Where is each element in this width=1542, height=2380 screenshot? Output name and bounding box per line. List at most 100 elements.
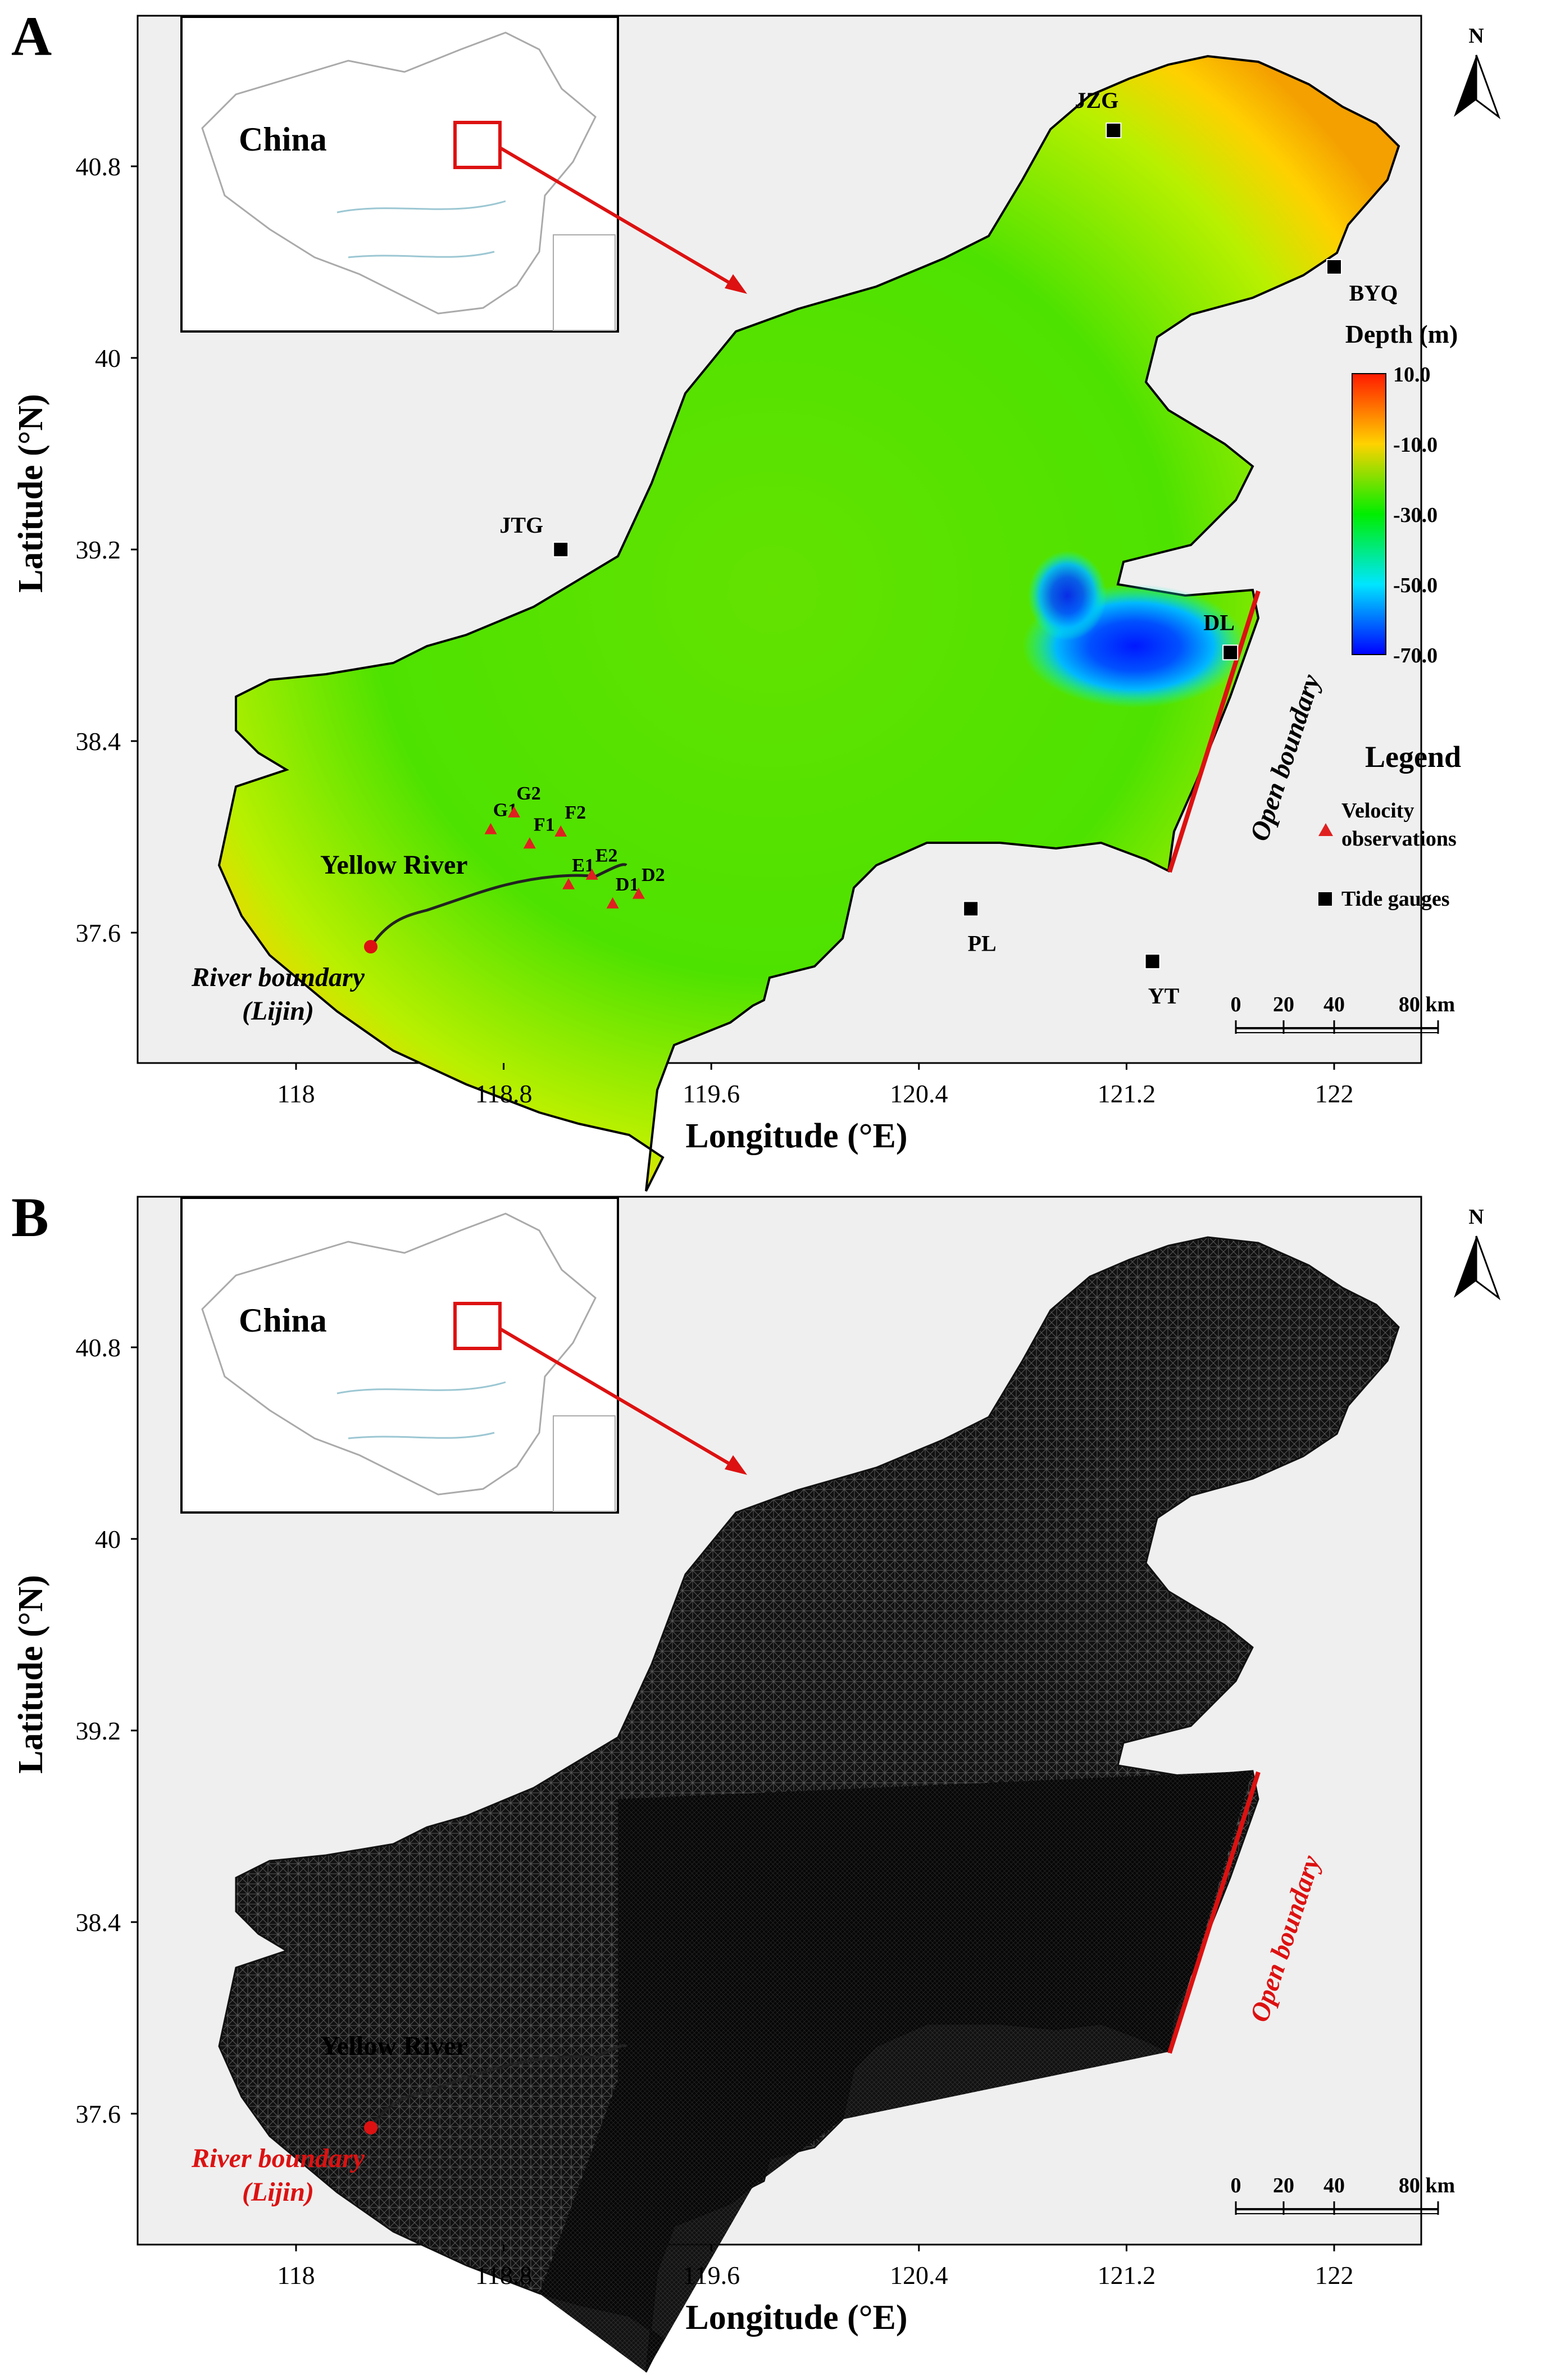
x-axis-label: Longitude (°E) (685, 2299, 907, 2337)
river-boundary-label: River boundary (191, 962, 365, 992)
y-tick-label: 40 (95, 1525, 121, 1554)
north-label: N (1468, 24, 1484, 48)
x-tick-label: 122 (1315, 2261, 1354, 2290)
y-tick-label: 38.4 (76, 727, 121, 756)
scale-tick-label: 80 km (1399, 993, 1455, 1016)
bay-region (218, 1236, 1400, 2373)
inset-highlight-box (453, 1302, 502, 1350)
velocity-point-label: F2 (565, 802, 586, 823)
velocity-point-label: G2 (516, 783, 540, 804)
x-tick-label: 119.6 (683, 2261, 740, 2290)
x-tick-label: 118.8 (475, 1079, 533, 1108)
x-tick-label: 118 (277, 2261, 315, 2290)
china-outline (201, 1212, 597, 1496)
y-tick-label: 37.6 (76, 2100, 121, 2128)
colorbar-tick-label: 10.0 (1393, 363, 1431, 387)
tide-gauge-marker (1106, 122, 1122, 139)
scale-tick-label: 20 (1273, 2174, 1294, 2197)
tide-gauge-marker (553, 542, 569, 557)
china-outline (201, 31, 597, 315)
velocity-point-marker (508, 806, 521, 817)
scale-bar: 0 20 40 80 km (1231, 2174, 1455, 2215)
tide-gauge-marker (1326, 259, 1342, 275)
scale-tick-label: 0 (1231, 993, 1241, 1016)
legend-item-label: observations (1341, 827, 1457, 851)
open-boundary-line (1167, 590, 1261, 873)
north-arrow-right (1475, 54, 1501, 120)
yellow-river-label: Yellow River (320, 2031, 468, 2061)
inset-map: China (180, 16, 747, 333)
inset-submap (553, 1415, 616, 1512)
tide-gauge-label: JTG (499, 512, 543, 538)
panel-label: B (11, 1186, 49, 1248)
north-arrow: N (1454, 24, 1501, 120)
legend-square-icon (1318, 892, 1332, 906)
x-tick-label: 118.8 (475, 2261, 533, 2290)
velocity-point-marker (632, 887, 645, 899)
tide-gauge-marker (1222, 644, 1239, 661)
scale-bar: 0 20 40 80 km (1231, 993, 1455, 1034)
velocity-point-label: E2 (595, 846, 618, 866)
y-tick-label: 40.8 (76, 152, 121, 181)
river-boundary-sublabel: (Lijin) (242, 996, 314, 1026)
deep-channel-shading (1028, 551, 1107, 641)
y-tick-label: 39.2 (76, 1716, 121, 1745)
tide-gauge-label: PL (968, 930, 997, 956)
velocity-point-label: F1 (534, 814, 555, 835)
inset-arrowhead (725, 274, 747, 294)
velocity-point-label: D2 (642, 865, 665, 885)
inset-pointer-arrow (499, 146, 740, 290)
x-tick-label: 120.4 (890, 1079, 948, 1108)
mesh-dense-region (539, 1771, 1253, 2372)
inset-china-label: China (239, 121, 327, 158)
inset-highlight-box (453, 121, 502, 169)
velocity-point-label: D1 (616, 874, 639, 895)
y-tick-label: 38.4 (76, 1908, 121, 1937)
y-tick-label: 37.6 (76, 919, 121, 947)
velocity-point-marker (523, 837, 536, 849)
x-tick-label: 118 (277, 1079, 315, 1108)
tide-gauge-label: DL (1203, 610, 1235, 635)
north-arrow-left (1454, 1236, 1476, 1298)
tide-gauge-marker (1144, 953, 1161, 970)
river-boundary-label: River boundary (191, 2143, 365, 2173)
y-tick-label: 40 (95, 344, 121, 373)
y-tick-label: 39.2 (76, 535, 121, 564)
tide-gauge-marker (963, 901, 979, 917)
inset-rivers (336, 1381, 506, 1439)
bay-region (218, 55, 1400, 1192)
colorbar-tick-label: -30.0 (1393, 503, 1438, 527)
yellow-river-line (369, 2044, 627, 2129)
y-tick-label: 40.8 (76, 1333, 121, 1362)
inset-map: China (180, 1197, 747, 1514)
inset-rivers (336, 200, 506, 258)
tide-gauge-label: JZG (1075, 88, 1118, 113)
x-tick-label: 121.2 (1098, 1079, 1156, 1108)
panel-label: A (11, 5, 52, 67)
north-label: N (1468, 1205, 1484, 1229)
yellow-river-label: Yellow River (320, 850, 468, 880)
colorbar-ramp (1352, 373, 1386, 655)
inset-arrowhead (725, 1455, 747, 1475)
velocity-point-marker (606, 897, 619, 909)
velocity-point-marker (562, 878, 575, 889)
inset-submap (553, 234, 616, 331)
colorbar-tick-label: -70.0 (1393, 644, 1438, 667)
scale-tick-label: 40 (1323, 993, 1345, 1016)
legend-title: Legend (1365, 740, 1461, 774)
scale-tick-label: 80 km (1399, 2174, 1455, 2197)
river-boundary-marker (364, 2121, 377, 2134)
x-axis-label: Longitude (°E) (685, 1117, 907, 1155)
velocity-point-marker (585, 868, 598, 880)
x-tick-label: 120.4 (890, 2261, 948, 2290)
legend-triangle-icon (1318, 823, 1333, 836)
y-axis-label: Latitude (°N) (12, 394, 50, 593)
legend-item-label: Tide gauges (1341, 887, 1450, 911)
tide-gauge-label: BYQ (1349, 280, 1398, 306)
open-boundary-line (1167, 1771, 1261, 2054)
colorbar-tick-label: -50.0 (1393, 574, 1438, 597)
scale-tick-label: 40 (1323, 2174, 1345, 2197)
